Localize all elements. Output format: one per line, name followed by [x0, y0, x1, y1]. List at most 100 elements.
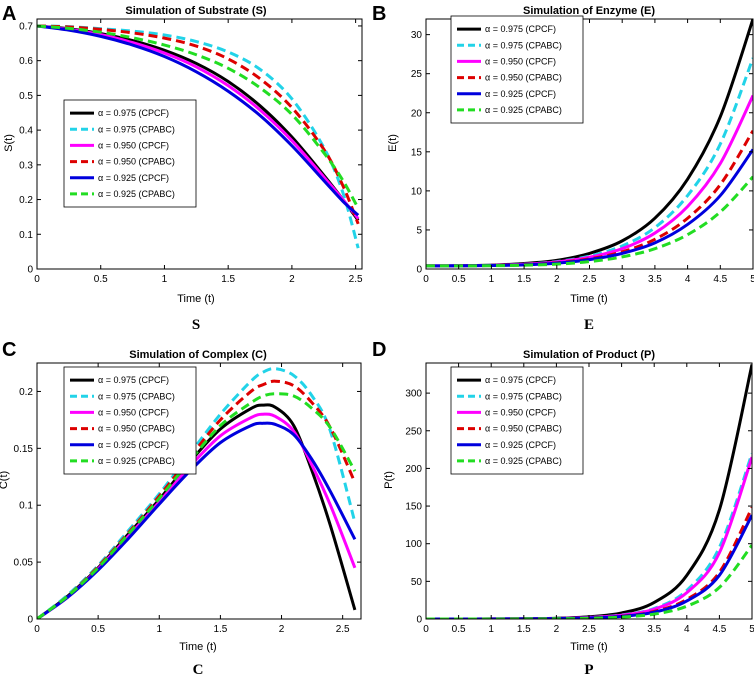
panel-a-ylabel: S(t): [3, 134, 15, 152]
y-tick-label: 50: [411, 577, 423, 588]
x-tick-label: 0: [423, 624, 429, 635]
x-tick-label: 2.5: [582, 624, 596, 635]
panel-c-title: Simulation of Complex (C): [129, 349, 267, 361]
x-tick-label: 1: [162, 274, 168, 285]
legend-label-3: α = 0.950 (CPCF): [98, 140, 169, 150]
x-tick-label: 0: [423, 274, 429, 285]
legend-label-6: α = 0.925 (CPABC): [98, 456, 175, 466]
x-tick-label: 2: [554, 624, 560, 635]
series-line-4: [37, 24, 360, 225]
x-tick-label: 2: [279, 624, 285, 635]
panel-d-title: Simulation of Product (P): [523, 349, 655, 361]
y-tick-label: 0.2: [19, 195, 33, 206]
legend-label-5: α = 0.925 (CPCF): [98, 440, 169, 450]
panel-d-ylabel: P(t): [383, 471, 395, 489]
series-line-6: [37, 24, 360, 209]
x-tick-label: 0: [34, 274, 40, 285]
y-tick-label: 200: [405, 464, 422, 475]
y-tick-label: 0: [27, 615, 33, 626]
legend: α = 0.975 (CPCF) α = 0.975 (CPABC) α = 0.9…: [450, 15, 584, 124]
panel-a-caption: S: [192, 317, 200, 333]
series-line-5: [426, 148, 753, 268]
x-tick-label: 2: [554, 274, 560, 285]
legend-label-3: α = 0.950 (CPCF): [485, 407, 556, 417]
x-tick-label: 0.5: [452, 624, 466, 635]
x-tick-label: 1.5: [221, 274, 235, 285]
y-tick-label: 20: [411, 108, 423, 119]
x-tick-label: 1: [489, 274, 495, 285]
y-tick-label: 0.05: [14, 558, 34, 569]
y-tick-label: 0: [416, 615, 422, 626]
x-tick-label: 3: [619, 624, 625, 635]
legend-label-2: α = 0.975 (CPABC): [98, 391, 175, 401]
legend-label-4: α = 0.950 (CPABC): [485, 73, 562, 83]
legend-label-5: α = 0.925 (CPCF): [485, 89, 556, 99]
x-tick-label: 2: [289, 274, 295, 285]
x-tick-label: 0.5: [94, 274, 108, 285]
panel-c-caption: C: [193, 662, 204, 678]
legend-box: [450, 15, 584, 124]
x-tick-label: 2.5: [336, 624, 350, 635]
series-line-4: [426, 129, 753, 268]
legend-label-4: α = 0.950 (CPABC): [485, 424, 562, 434]
legend-label-6: α = 0.925 (CPABC): [485, 105, 562, 115]
x-tick-label: 1.5: [517, 274, 531, 285]
legend: α = 0.975 (CPCF) α = 0.975 (CPABC) α = 0.9…: [63, 366, 197, 475]
legend-label-2: α = 0.975 (CPABC): [485, 40, 562, 50]
legend-label-1: α = 0.975 (CPCF): [98, 375, 169, 385]
y-tick-label: 250: [405, 426, 422, 437]
y-tick-label: 0.2: [19, 387, 33, 398]
legend-label-3: α = 0.950 (CPCF): [98, 407, 169, 417]
legend: α = 0.975 (CPCF) α = 0.975 (CPABC) α = 0.9…: [450, 366, 584, 475]
legend-label-1: α = 0.975 (CPCF): [485, 375, 556, 385]
x-tick-label: 4: [685, 274, 691, 285]
series-line-5: [37, 24, 360, 217]
x-tick-label: 4.5: [712, 624, 726, 635]
legend-label-6: α = 0.925 (CPABC): [98, 189, 175, 199]
legend-box: [450, 366, 584, 475]
series-line-6: [426, 544, 752, 619]
x-tick-label: 0: [34, 624, 40, 635]
panel-c-ylabel: C(t): [0, 471, 10, 489]
y-tick-label: 15: [411, 147, 423, 158]
series-line-3: [37, 24, 360, 220]
panel-d-caption: P: [584, 662, 593, 678]
x-tick-label: 2.5: [583, 274, 597, 285]
panel-b-title: Simulation of Enzyme (E): [523, 5, 655, 17]
panel-d-xlabel: Time (t): [570, 641, 607, 653]
legend-label-3: α = 0.950 (CPCF): [485, 56, 556, 66]
panel-c-letter: C: [2, 339, 16, 361]
legend-box: [63, 99, 197, 208]
panel-b-xlabel: Time (t): [570, 293, 607, 305]
y-tick-label: 0.7: [19, 21, 33, 32]
y-tick-label: 300: [405, 389, 422, 400]
panel-d: D Simulation of Product (P) P Time (t) P…: [372, 339, 754, 678]
y-tick-label: 0.4: [19, 126, 33, 137]
legend-label-2: α = 0.975 (CPABC): [98, 124, 175, 134]
legend-label-1: α = 0.975 (CPCF): [98, 108, 169, 118]
x-tick-label: 0.5: [91, 624, 105, 635]
x-tick-label: 2.5: [349, 274, 363, 285]
panel-a-title: Simulation of Substrate (S): [125, 5, 267, 17]
legend-label-1: α = 0.975 (CPCF): [485, 24, 556, 34]
x-tick-label: 3: [619, 274, 625, 285]
x-tick-label: 5: [749, 624, 754, 635]
legend: α = 0.975 (CPCF) α = 0.975 (CPABC) α = 0.9…: [63, 99, 197, 208]
y-tick-label: 5: [416, 225, 422, 236]
series-lines: [37, 24, 360, 249]
y-tick-label: 150: [405, 502, 422, 513]
x-tick-label: 4: [684, 624, 690, 635]
axes-frame: [36, 18, 363, 270]
panel-b-ylabel: E(t): [387, 134, 399, 152]
legend-label-5: α = 0.925 (CPCF): [485, 440, 556, 450]
y-tick-label: 25: [411, 69, 423, 80]
y-tick-label: 10: [411, 186, 423, 197]
y-tick-label: 0.15: [14, 444, 34, 455]
panel-c: C Simulation of Complex (C) C Time (t) C…: [0, 339, 362, 678]
legend-label-4: α = 0.950 (CPABC): [98, 157, 175, 167]
legend-label-5: α = 0.925 (CPCF): [98, 173, 169, 183]
series-lines: [37, 367, 357, 619]
panel-b-caption: E: [584, 317, 594, 333]
series-line-6: [37, 392, 357, 619]
